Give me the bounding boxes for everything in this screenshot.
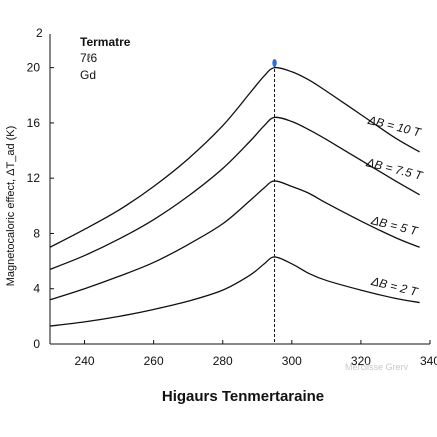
x-tick-label: 320 (351, 354, 371, 368)
series-layer (49, 66, 420, 327)
chart-axes (49, 34, 430, 345)
y-tick-label: 0 (33, 337, 40, 351)
annotation-title: Termatre (80, 35, 131, 49)
y-tick-label: 16 (27, 116, 41, 130)
series-label: ΔB = 5 T (369, 213, 421, 239)
y-tick-label: 4 (33, 282, 40, 296)
y-tick-label: 20 (27, 61, 41, 75)
series-line (49, 66, 420, 248)
x-tick-label: 240 (75, 354, 95, 368)
series-line (49, 256, 420, 327)
watermark-text: Mercilsse Grerv (345, 362, 409, 372)
series-line (49, 116, 420, 270)
y-tick-label: 8 (33, 226, 40, 240)
series-line (49, 180, 420, 301)
y-tick-label: 12 (27, 171, 41, 185)
series-label: ΔB = 10 T (366, 113, 424, 140)
x-axis-label: Higaurs Tenmertaraine (162, 388, 324, 405)
series-label: ΔB = 7.5 T (364, 155, 425, 183)
series-label: ΔB = 2 T (369, 274, 421, 300)
y-ticks: 0 4 8 12 16 20 (27, 61, 54, 351)
x-ticks: 240 260 280 300 320 340 (75, 340, 437, 368)
y-top-tick-label: 2 (36, 26, 43, 40)
peak-marker-dot (272, 59, 277, 67)
series-labels: ΔB = 10 T ΔB = 7.5 T ΔB = 5 T ΔB = 2 T (364, 113, 425, 300)
y-axis-label: Magnetocaloric effect, ΔT_ad (K) (5, 126, 17, 287)
x-tick-label: 340 (420, 354, 437, 368)
annotation-number: 7ℓ6 (80, 51, 98, 65)
x-tick-label: 300 (282, 354, 302, 368)
x-tick-label: 280 (213, 354, 233, 368)
x-tick-label: 260 (144, 354, 164, 368)
annotation-element: Gd (80, 68, 96, 82)
